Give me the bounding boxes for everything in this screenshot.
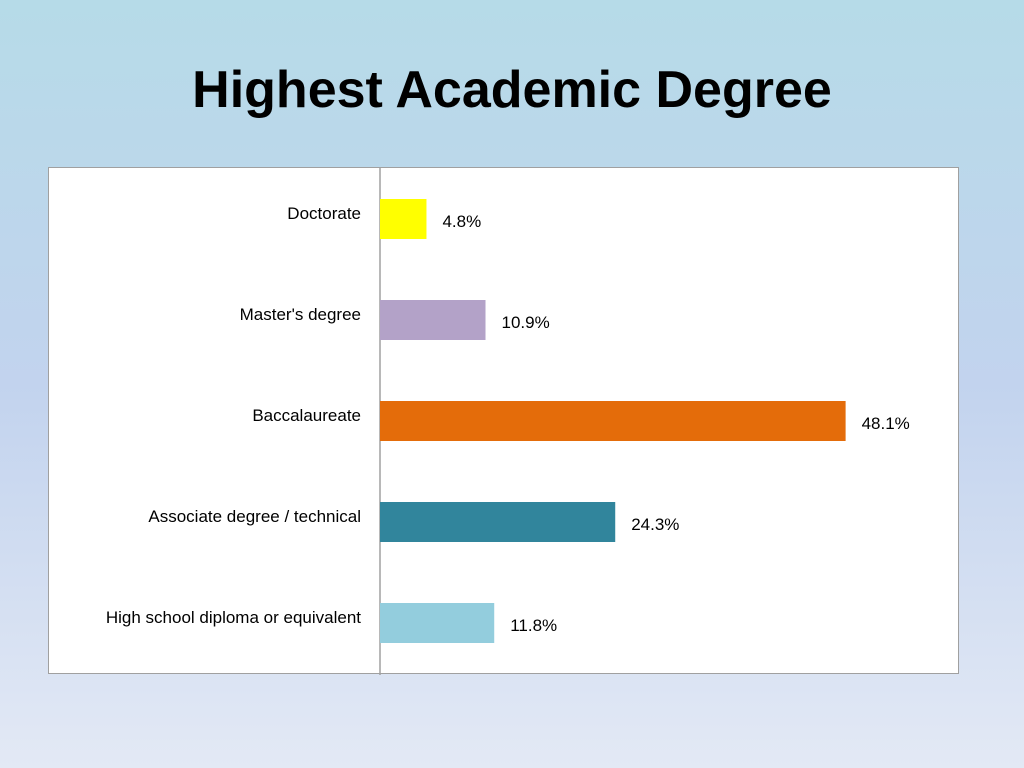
value-label-3: 24.3% (631, 515, 679, 534)
bar-3 (380, 502, 616, 542)
bar-0 (380, 199, 427, 239)
chart-frame: Doctorate 4.8% Master's degree 10.9% Baccala… (48, 167, 959, 675)
category-label-3: Associate degree / technical (148, 507, 361, 526)
value-label-2: 48.1% (862, 414, 910, 433)
value-label-0: 4.8% (442, 212, 481, 231)
bar-1 (380, 300, 486, 340)
slide-title: Highest Academic Degree (192, 61, 832, 119)
bar-4 (380, 603, 495, 643)
bar-2 (380, 401, 846, 441)
value-label-1: 10.9% (502, 313, 550, 332)
value-label-4: 11.8% (510, 616, 557, 635)
category-label-0: Doctorate (287, 204, 361, 223)
category-label-2: Baccalaureate (252, 406, 361, 425)
bar-chart: Doctorate 4.8% Master's degree 10.9% Baccala… (106, 168, 910, 675)
category-label-1: Master's degree (240, 305, 361, 324)
category-label-4: High school diploma or equivalent (106, 608, 361, 627)
